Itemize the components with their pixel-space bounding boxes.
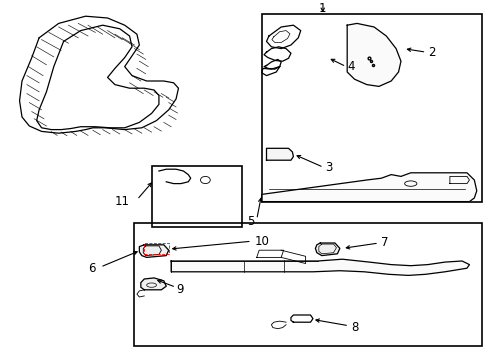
Polygon shape [346,23,400,86]
Bar [261,14,481,202]
Text: 2: 2 [427,46,434,59]
Polygon shape [315,243,339,256]
Text: 8: 8 [350,321,358,334]
Bar [151,166,242,227]
Text: 1: 1 [318,3,326,15]
Text: 7: 7 [381,237,388,249]
Text: 9: 9 [176,283,183,296]
Polygon shape [141,278,166,290]
Bar [134,223,481,346]
Text: 6: 6 [88,262,95,275]
Polygon shape [266,148,293,160]
Text: 5: 5 [246,215,254,228]
Text: 4: 4 [346,60,354,73]
Text: 3: 3 [325,161,332,174]
Polygon shape [139,245,168,257]
Polygon shape [171,259,468,275]
Polygon shape [261,173,476,202]
Text: 10: 10 [254,235,268,248]
Text: 11: 11 [114,195,129,208]
